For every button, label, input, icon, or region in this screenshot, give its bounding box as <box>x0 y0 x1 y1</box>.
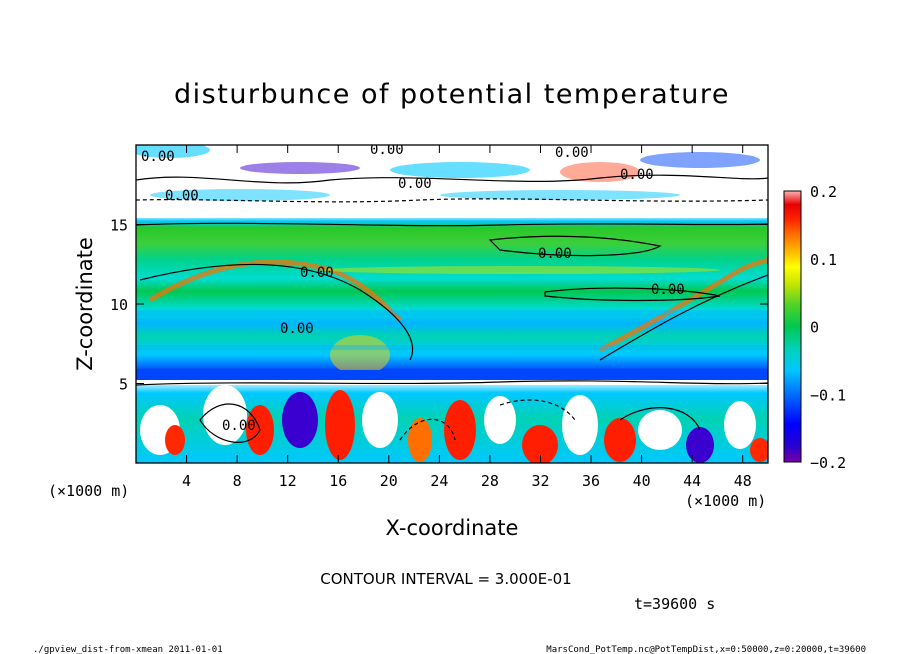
contour-label: 0.00 <box>555 145 589 161</box>
x-tick-label: 4 <box>182 472 191 490</box>
x-tick-label: 32 <box>531 472 549 490</box>
x-tick-label: 36 <box>582 472 600 490</box>
contour-label: 0.00 <box>141 149 175 165</box>
y-tick-label: 5 <box>119 376 128 394</box>
upper-layer-pattern <box>136 145 768 218</box>
x-unit-left: (×1000 m) <box>48 482 129 500</box>
colorbar-tick-label: 0.1 <box>810 251 837 269</box>
time-label: t=39600 s <box>634 595 715 613</box>
colorbar-tick-label: −0.2 <box>810 454 846 472</box>
contour-lines <box>136 174 768 443</box>
x-tick-label: 24 <box>430 472 448 490</box>
x-tick-label: 8 <box>233 472 242 490</box>
contour-label: 0.00 <box>538 246 572 262</box>
plot-area: 0.00 0.00 0.00 0.00 0.00 0.00 0.00 0.00 … <box>136 142 768 463</box>
x-axis-ticks: 4 8 12 16 20 24 28 32 36 40 44 48 <box>182 145 752 490</box>
x-tick-label: 16 <box>329 472 347 490</box>
contour-label: 0.00 <box>620 167 654 183</box>
contour-label: 0.00 <box>300 265 334 281</box>
x-tick-label: 44 <box>683 472 701 490</box>
contour-label: 0.00 <box>222 418 256 434</box>
x-tick-label: 20 <box>380 472 398 490</box>
y-tick-label: 10 <box>110 296 128 314</box>
y-tick-label: 15 <box>110 217 128 235</box>
y-axis-ticks: 5 10 15 <box>110 217 768 394</box>
x-tick-label: 12 <box>279 472 297 490</box>
colorbar <box>783 190 802 463</box>
mid-layer-pattern <box>136 257 768 375</box>
chart-title: disturbunce of potential temperature <box>174 79 730 110</box>
x-tick-label: 28 <box>481 472 499 490</box>
colorbar-tick-label: 0 <box>810 319 819 337</box>
contour-label: 0.00 <box>280 321 314 337</box>
x-tick-label: 40 <box>633 472 651 490</box>
y-axis-label: Z-coordinate <box>73 237 97 371</box>
x-tick-label: 48 <box>734 472 752 490</box>
contour-label: 0.00 <box>165 188 199 204</box>
x-unit-right: (×1000 m) <box>685 492 766 510</box>
x-axis-label: X-coordinate <box>386 516 519 540</box>
colorbar-tick-label: 0.2 <box>810 183 837 201</box>
footer-left: ./gpview_dist-from-xmean 2011-01-01 <box>33 645 223 654</box>
contour-label: 0.00 <box>651 282 685 298</box>
contour-interval: CONTOUR INTERVAL = 3.000E-01 <box>320 570 571 588</box>
contour-label: 0.00 <box>398 176 432 192</box>
contour-label: 0.00 <box>370 142 404 158</box>
contour-labels: 0.00 0.00 0.00 0.00 0.00 0.00 0.00 0.00 … <box>141 142 685 434</box>
colorbar-tick-label: −0.1 <box>810 386 846 404</box>
colorbar-ticks: 0.2 0.1 0 −0.1 −0.2 <box>810 183 846 472</box>
footer-right: MarsCond_PotTemp.nc@PotTempDist,x=0:5000… <box>546 645 866 654</box>
